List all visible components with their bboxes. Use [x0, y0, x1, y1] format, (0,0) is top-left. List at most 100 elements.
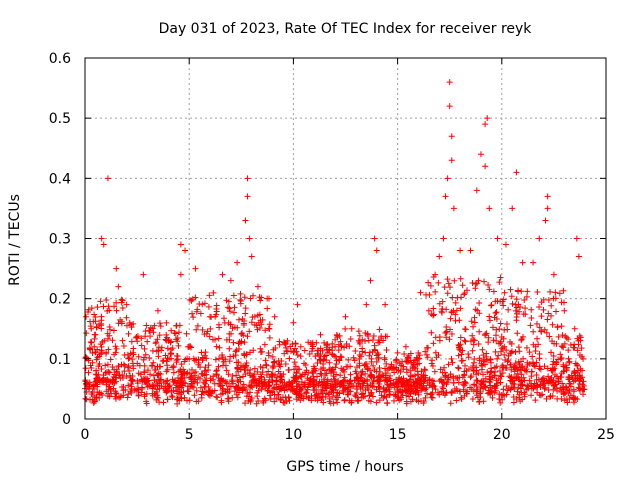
data-point: [175, 342, 182, 349]
data-point: [226, 305, 233, 312]
data-point: [98, 365, 105, 372]
data-point: [138, 389, 145, 396]
data-point: [104, 330, 111, 337]
data-point: [292, 374, 299, 381]
data-point: [266, 382, 273, 389]
data-point: [128, 389, 135, 396]
data-point: [127, 350, 134, 357]
data-point: [422, 394, 429, 401]
data-point: [558, 355, 565, 362]
data-point: [270, 346, 277, 353]
data-point: [541, 326, 548, 333]
data-point: [211, 387, 218, 394]
data-point: [122, 386, 129, 393]
data-point: [151, 366, 158, 373]
data-point: [143, 400, 150, 407]
data-point: [496, 279, 503, 286]
data-point: [352, 368, 359, 375]
data-point: [576, 378, 583, 385]
data-point: [482, 163, 489, 170]
data-point: [129, 356, 136, 363]
data-point: [240, 381, 247, 388]
data-point: [376, 326, 383, 333]
data-point: [551, 382, 558, 389]
data-point: [188, 366, 195, 373]
data-point: [202, 383, 209, 390]
data-point: [344, 384, 351, 391]
data-point: [471, 337, 478, 344]
data-point: [448, 133, 455, 140]
data-point: [254, 312, 261, 319]
data-point: [383, 347, 390, 354]
data-point: [492, 348, 499, 355]
data-point: [290, 319, 297, 326]
data-point: [202, 364, 209, 371]
data-point: [119, 305, 126, 312]
data-point: [88, 390, 95, 397]
data-point: [461, 290, 468, 297]
data-point: [96, 394, 103, 401]
data-point: [175, 329, 182, 336]
data-point: [489, 394, 496, 401]
data-point: [342, 325, 349, 332]
data-point: [520, 374, 527, 381]
data-point: [237, 290, 244, 297]
data-point: [162, 336, 169, 343]
data-point: [341, 368, 348, 375]
data-point: [264, 305, 271, 312]
data-point: [168, 327, 175, 334]
data-point: [390, 364, 397, 371]
data-point: [104, 308, 111, 315]
data-point: [91, 385, 98, 392]
data-point: [271, 313, 278, 320]
data-point: [454, 294, 461, 301]
data-point: [545, 296, 552, 303]
data-point: [414, 389, 421, 396]
data-point: [101, 337, 108, 344]
data-point: [429, 382, 436, 389]
data-point: [494, 355, 501, 362]
data-point: [351, 357, 358, 364]
data-point: [224, 395, 231, 402]
data-point: [569, 394, 576, 401]
data-point: [372, 347, 379, 354]
data-point: [512, 301, 519, 308]
data-point: [411, 364, 418, 371]
data-point: [150, 359, 157, 366]
data-point: [246, 235, 253, 242]
data-point: [484, 115, 491, 122]
data-point: [452, 299, 459, 306]
data-point: [430, 305, 437, 312]
data-point: [256, 294, 263, 301]
data-point: [142, 351, 149, 358]
data-point: [557, 351, 564, 358]
data-point: [266, 334, 273, 341]
data-point: [448, 389, 455, 396]
data-point: [475, 340, 482, 347]
data-point: [311, 365, 318, 372]
data-point: [391, 384, 398, 391]
data-point: [501, 351, 508, 358]
x-tick-label: 5: [185, 427, 194, 443]
data-point: [384, 400, 391, 407]
data-point: [251, 365, 258, 372]
data-point: [199, 301, 206, 308]
data-point: [491, 314, 498, 321]
data-point: [193, 387, 200, 394]
data-point: [154, 394, 161, 401]
data-point: [177, 241, 184, 248]
data-point: [563, 334, 570, 341]
data-point: [364, 378, 371, 385]
data-point: [440, 235, 447, 242]
data-point: [269, 389, 276, 396]
data-point: [400, 380, 407, 387]
data-point: [497, 379, 504, 386]
data-point: [536, 324, 543, 331]
data-point: [242, 370, 249, 377]
data-point: [304, 384, 311, 391]
data-point: [359, 345, 366, 352]
data-point: [508, 366, 515, 373]
data-point: [524, 359, 531, 366]
data-point: [156, 332, 163, 339]
data-point: [334, 399, 341, 406]
